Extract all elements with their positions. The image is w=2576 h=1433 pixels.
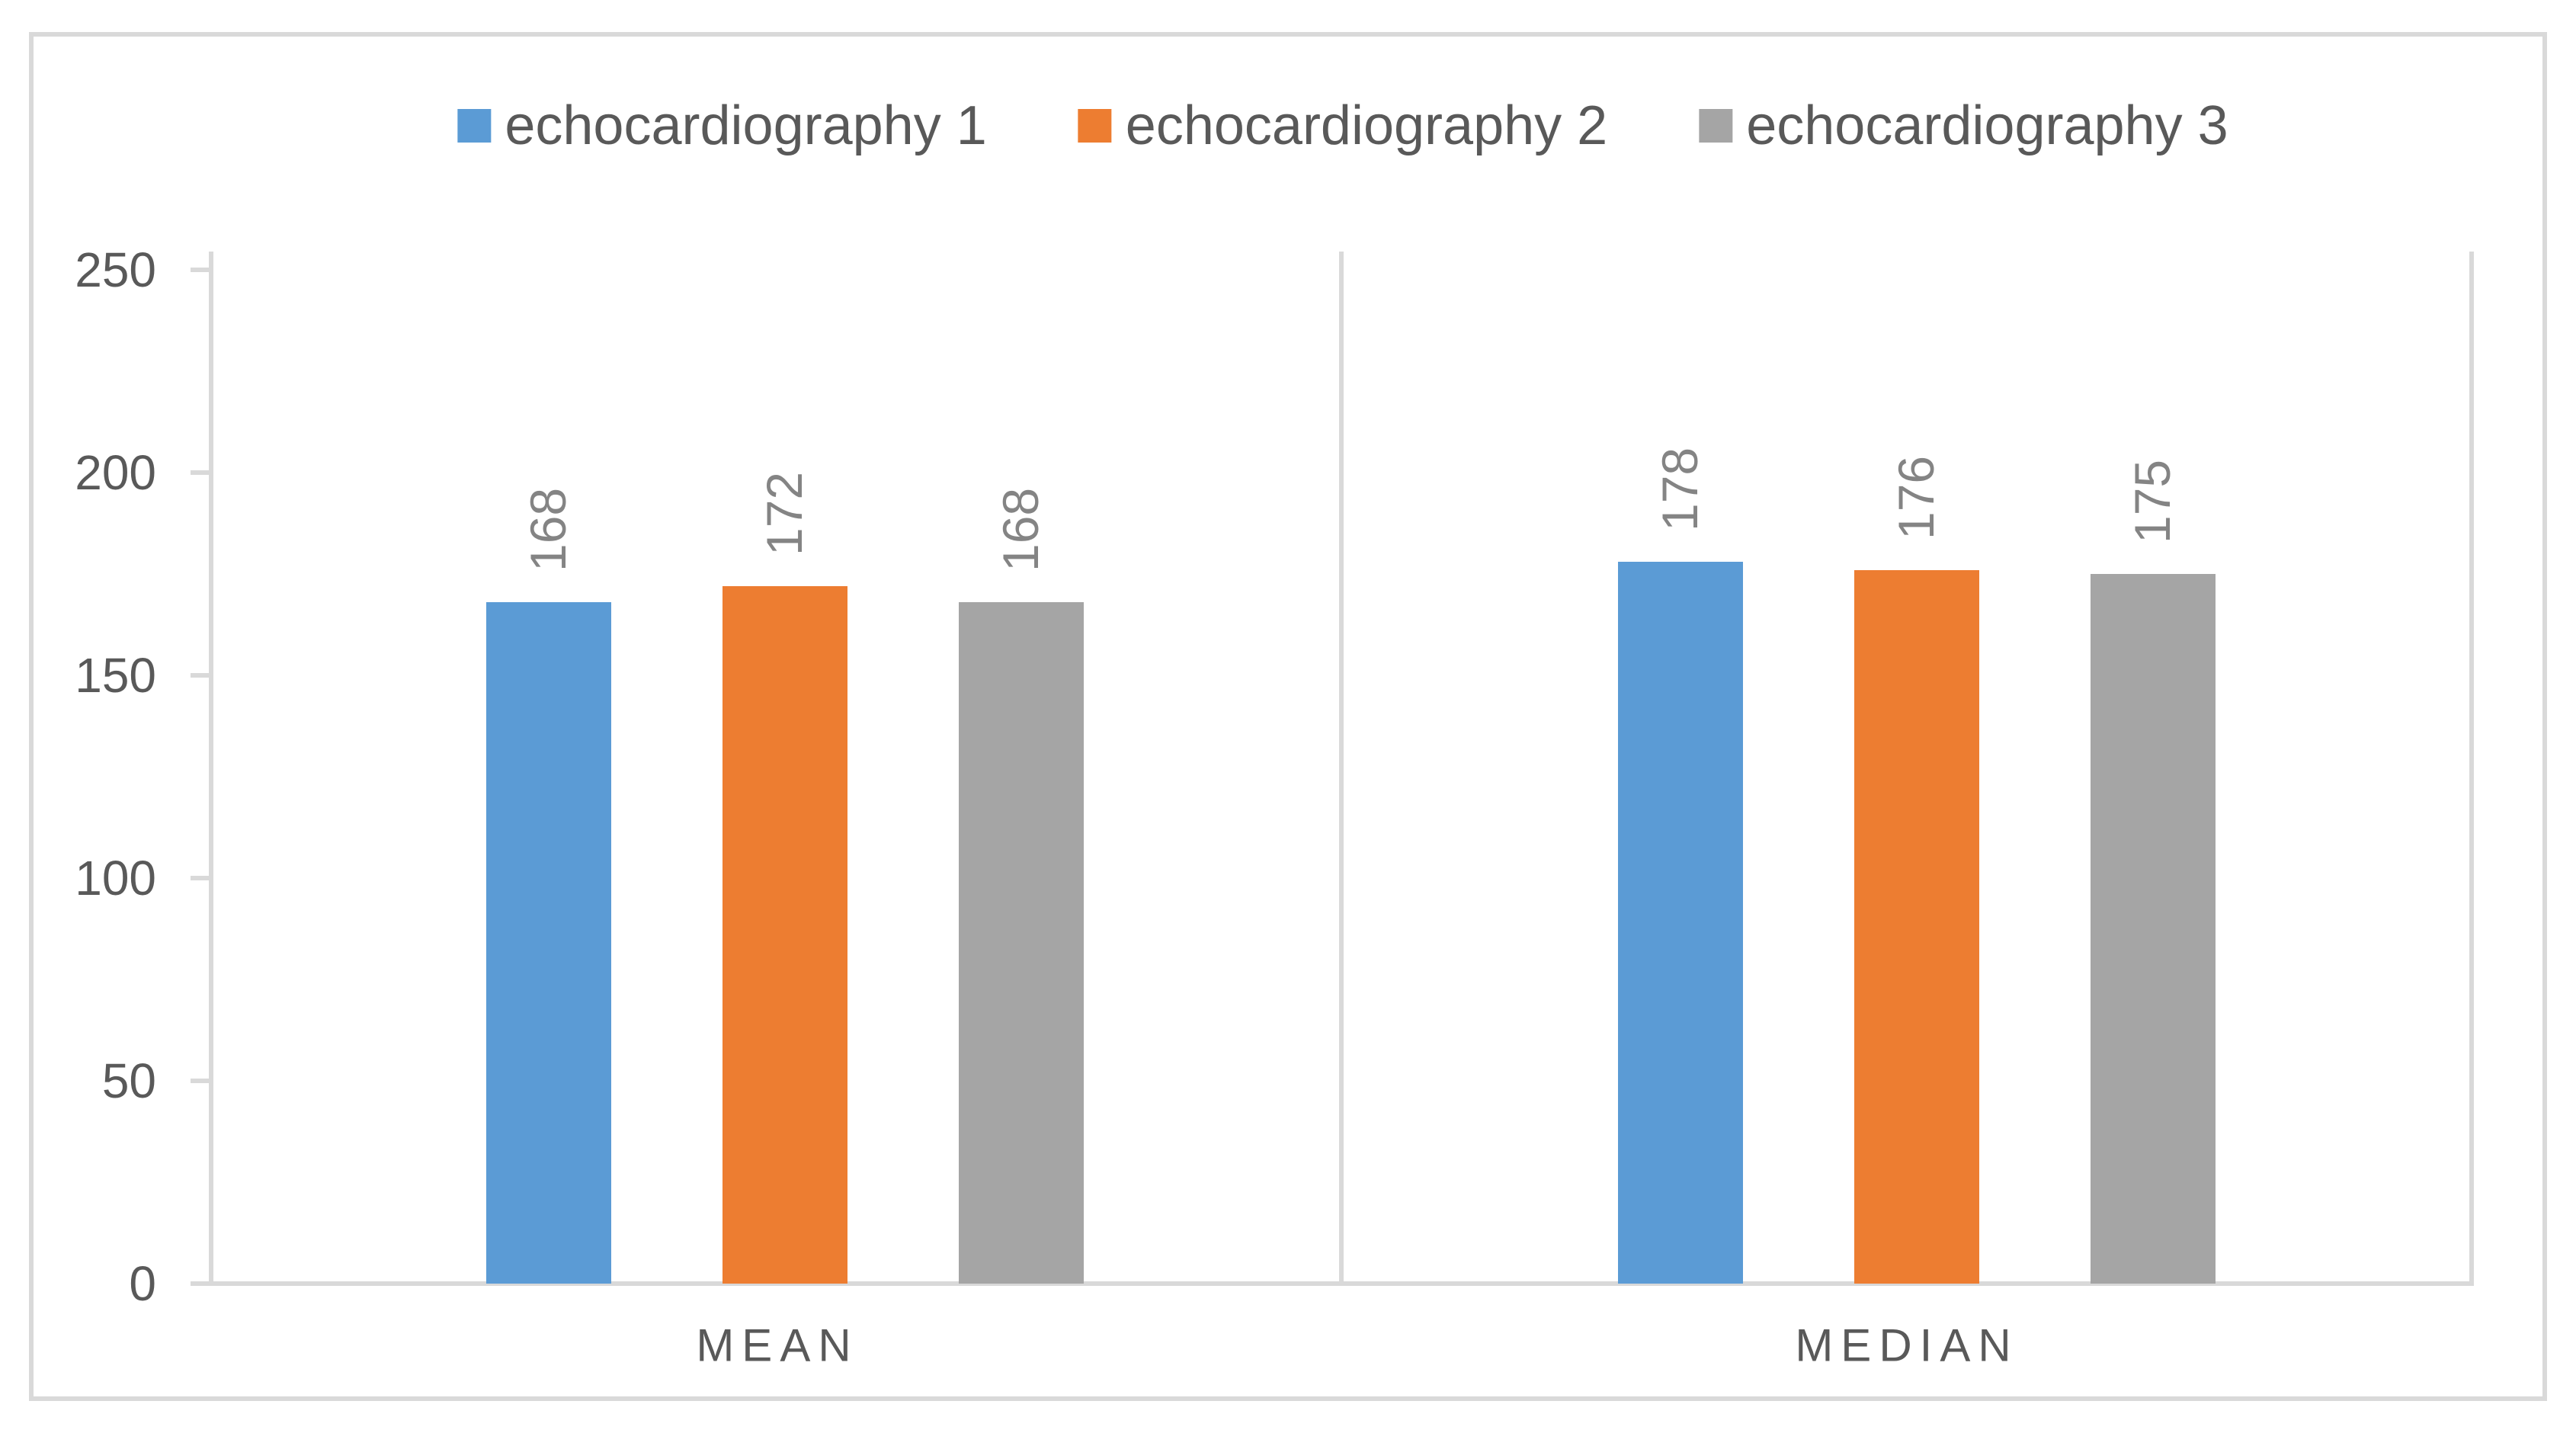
y-axis-tick-mark [191, 470, 213, 475]
bar-value-label-mean-echocardiography-1: 168 [520, 488, 577, 572]
x-axis-line [191, 1281, 2474, 1286]
bar-value-label-mean-echocardiography-3: 168 [992, 488, 1049, 572]
bar-value-label-median-echocardiography-1: 178 [1652, 447, 1709, 532]
y-axis-tick-mark [191, 673, 213, 678]
bar-mean-echocardiography-2 [722, 585, 847, 1284]
y-axis-line [209, 252, 213, 1284]
legend-item-label: echocardiography 2 [1125, 95, 1608, 156]
plot-right-border-line [2469, 252, 2474, 1284]
y-axis-tick-label: 50 [101, 1053, 156, 1108]
bar-value-label-median-echocardiography-3: 175 [2124, 459, 2181, 543]
legend-swatch-icon [1078, 109, 1112, 143]
y-axis-tick-label: 150 [75, 648, 156, 703]
bar-value-label-mean-echocardiography-2: 172 [756, 471, 813, 556]
x-axis-category-label-mean: MEAN [696, 1319, 859, 1371]
y-axis-tick-mark [191, 876, 213, 880]
y-axis-tick-label: 250 [75, 242, 156, 297]
legend-item-echocardiography-3: echocardiography 3 [1699, 95, 2228, 157]
y-axis-tick-mark [191, 268, 213, 272]
y-axis-tick-label: 0 [129, 1256, 156, 1311]
legend-swatch-icon [1699, 109, 1733, 143]
figure-border [29, 32, 2547, 1401]
legend-item-label: echocardiography 1 [505, 95, 987, 156]
y-axis-tick-label: 200 [75, 445, 156, 500]
y-axis-tick-mark [191, 1079, 213, 1083]
legend: echocardiography 1 echocardiography 2 echo… [457, 95, 2228, 157]
category-divider-line [1339, 252, 1344, 1284]
x-axis-category-label-median: MEDIAN [1795, 1319, 2019, 1371]
bar-value-label-median-echocardiography-2: 176 [1888, 455, 1945, 540]
legend-item-echocardiography-2: echocardiography 2 [1078, 95, 1607, 157]
y-axis-tick-label: 100 [75, 851, 156, 906]
bar-median-echocardiography-2 [1854, 569, 1979, 1284]
bar-mean-echocardiography-3 [959, 602, 1084, 1284]
legend-item-echocardiography-1: echocardiography 1 [457, 95, 987, 157]
bar-mean-echocardiography-1 [486, 602, 611, 1284]
bar-median-echocardiography-1 [1618, 562, 1743, 1284]
bar-median-echocardiography-3 [2091, 574, 2216, 1284]
legend-item-label: echocardiography 3 [1746, 95, 2228, 156]
legend-swatch-icon [457, 109, 492, 143]
